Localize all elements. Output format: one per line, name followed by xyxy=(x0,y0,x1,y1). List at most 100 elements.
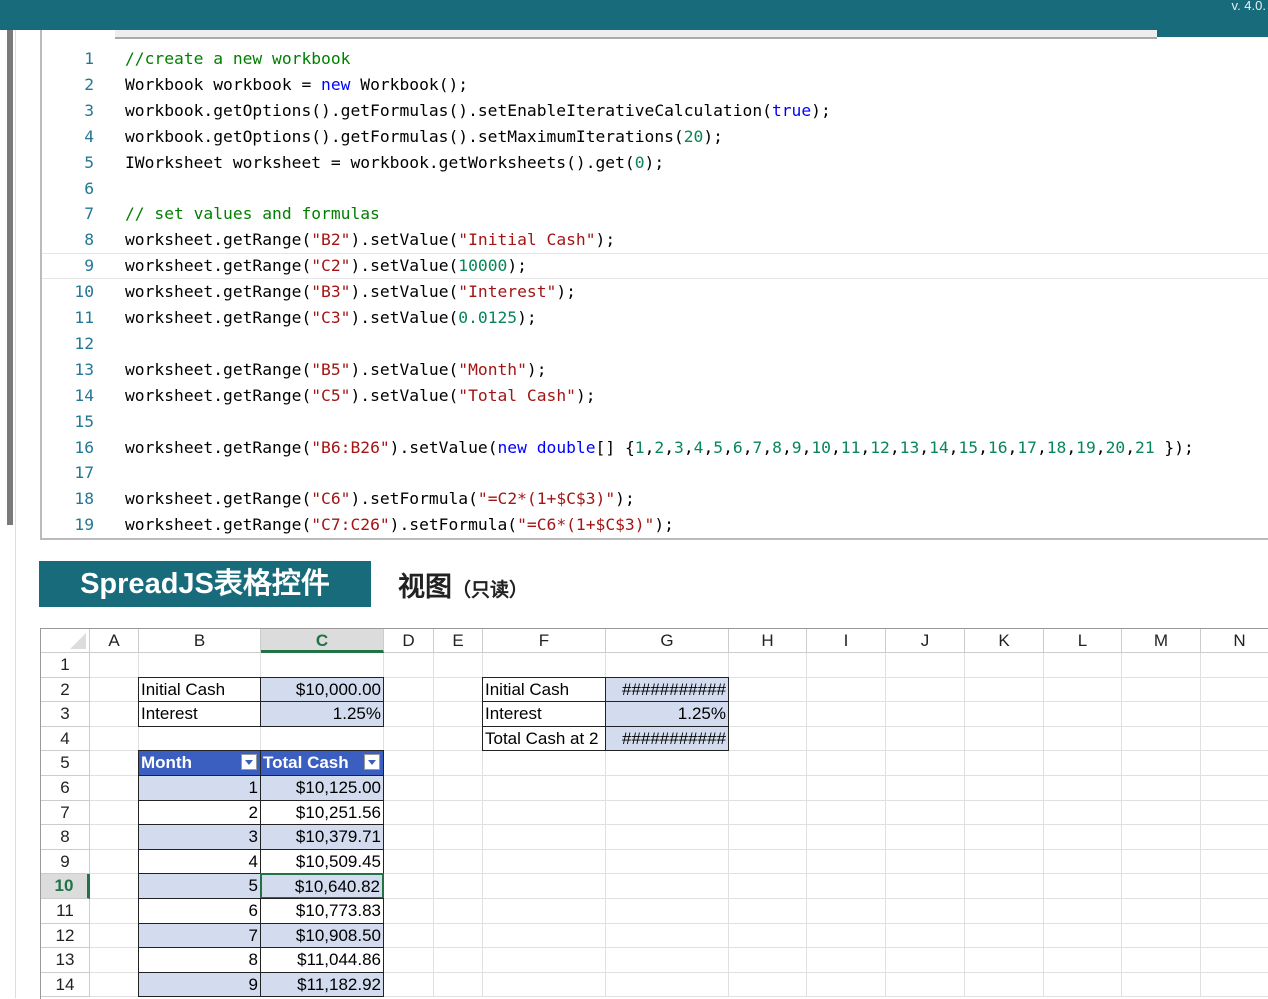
column-header[interactable]: K xyxy=(965,629,1044,653)
grid-cell[interactable] xyxy=(90,825,139,850)
grid-cell[interactable] xyxy=(807,825,886,850)
grid-cell[interactable] xyxy=(90,702,139,727)
grid-cell[interactable] xyxy=(1201,899,1268,924)
grid-cell[interactable] xyxy=(886,677,965,703)
grid-cell[interactable] xyxy=(965,948,1044,973)
grid-cell[interactable] xyxy=(1122,677,1201,703)
grid-cell[interactable] xyxy=(1122,923,1201,949)
grid-cell[interactable] xyxy=(965,726,1044,752)
grid-cell[interactable] xyxy=(1044,874,1122,899)
grid-cell[interactable] xyxy=(90,874,139,899)
grid-cell[interactable] xyxy=(729,825,807,850)
grid-cell[interactable] xyxy=(139,726,261,752)
grid-cell[interactable] xyxy=(886,849,965,875)
grid-cell[interactable] xyxy=(434,653,483,678)
page-scrollbar[interactable] xyxy=(7,30,13,525)
table-header-cell[interactable]: Month xyxy=(138,750,261,776)
grid-cell[interactable] xyxy=(90,972,139,998)
grid-cell[interactable] xyxy=(606,899,729,924)
grid-cell[interactable] xyxy=(729,948,807,973)
grid-cell[interactable] xyxy=(606,849,729,875)
code-line[interactable]: 3 workbook.getOptions().getFormulas().set… xyxy=(42,98,1268,124)
grid-cell[interactable] xyxy=(90,776,139,801)
grid-cell[interactable] xyxy=(729,726,807,752)
grid-cell[interactable] xyxy=(434,899,483,924)
grid-cell[interactable] xyxy=(965,776,1044,801)
grid-cell[interactable] xyxy=(886,948,965,973)
grid-cell[interactable] xyxy=(434,776,483,801)
grid-cell[interactable] xyxy=(886,899,965,924)
filter-dropdown-icon[interactable] xyxy=(241,754,257,771)
grid-cell[interactable] xyxy=(90,677,139,703)
grid-cell[interactable] xyxy=(1122,874,1201,899)
grid-cell[interactable] xyxy=(434,849,483,875)
row-header[interactable]: 10 xyxy=(41,874,90,899)
grid-cell[interactable] xyxy=(965,677,1044,703)
data-cell[interactable]: ########### xyxy=(605,676,729,703)
grid-cell[interactable] xyxy=(384,653,434,678)
grid-cell[interactable] xyxy=(90,948,139,973)
data-cell[interactable]: $10,908.50 xyxy=(260,922,384,949)
grid-cell[interactable] xyxy=(729,653,807,678)
data-cell[interactable]: 4 xyxy=(138,848,261,875)
grid-cell[interactable] xyxy=(1122,702,1201,727)
grid-cell[interactable] xyxy=(384,702,434,727)
grid-cell[interactable] xyxy=(483,800,606,826)
grid-cell[interactable] xyxy=(886,825,965,850)
grid-cell[interactable] xyxy=(434,972,483,998)
grid-cell[interactable] xyxy=(90,800,139,826)
column-header[interactable]: E xyxy=(434,629,483,653)
grid-cell[interactable] xyxy=(1044,849,1122,875)
grid-cell[interactable] xyxy=(886,923,965,949)
grid-cell[interactable] xyxy=(384,677,434,703)
grid-cell[interactable] xyxy=(1201,825,1268,850)
grid-cell[interactable] xyxy=(807,677,886,703)
data-cell[interactable]: 1 xyxy=(138,775,261,801)
grid-cell[interactable] xyxy=(965,874,1044,899)
grid-cell[interactable] xyxy=(606,972,729,998)
column-header[interactable]: A xyxy=(90,629,139,653)
grid-cell[interactable] xyxy=(965,702,1044,727)
grid-cell[interactable] xyxy=(434,726,483,752)
grid-cell[interactable] xyxy=(1044,825,1122,850)
grid-cell[interactable] xyxy=(483,653,606,678)
grid-cell[interactable] xyxy=(483,972,606,998)
grid-cell[interactable] xyxy=(434,923,483,949)
grid-cell[interactable] xyxy=(807,726,886,752)
data-cell[interactable]: $11,182.92 xyxy=(260,971,384,998)
grid-cell[interactable] xyxy=(483,948,606,973)
grid-cell[interactable] xyxy=(384,800,434,826)
grid-cell[interactable] xyxy=(729,776,807,801)
data-cell[interactable]: $10,000.00 xyxy=(260,676,384,703)
code-line[interactable]: 16 worksheet.getRange("B6:B26").setValue(… xyxy=(42,435,1268,461)
data-cell[interactable]: 1.25% xyxy=(605,701,729,727)
grid-cell[interactable] xyxy=(434,751,483,776)
code-line[interactable]: 14 worksheet.getRange("C5").setValue("Tot… xyxy=(42,383,1268,409)
data-cell[interactable]: $10,125.00 xyxy=(260,775,384,801)
data-cell[interactable]: 2 xyxy=(138,799,261,826)
grid-cell[interactable] xyxy=(384,849,434,875)
grid-cell[interactable] xyxy=(606,923,729,949)
row-header[interactable]: 5 xyxy=(41,751,90,776)
grid-cell[interactable] xyxy=(606,800,729,826)
grid-cell[interactable] xyxy=(434,702,483,727)
column-header[interactable]: F xyxy=(483,629,606,653)
code-line[interactable]: 10 worksheet.getRange("B3").setValue("Int… xyxy=(42,279,1268,305)
data-cell[interactable]: $11,044.86 xyxy=(260,947,384,973)
grid-cell[interactable] xyxy=(90,726,139,752)
data-cell[interactable]: Interest xyxy=(482,701,606,727)
data-cell[interactable]: 8 xyxy=(138,947,261,973)
grid-cell[interactable] xyxy=(1201,801,1268,826)
grid-cell[interactable] xyxy=(886,800,965,826)
grid-cell[interactable] xyxy=(434,948,483,973)
data-cell[interactable]: 5 xyxy=(138,873,261,899)
row-header[interactable]: 12 xyxy=(41,923,90,949)
data-cell[interactable]: Interest xyxy=(138,701,261,727)
code-line[interactable]: 12 xyxy=(42,331,1268,357)
grid-cell[interactable] xyxy=(1044,653,1122,678)
grid-cell[interactable] xyxy=(729,677,807,703)
grid-cell[interactable] xyxy=(729,849,807,875)
grid-cell[interactable] xyxy=(384,825,434,850)
grid-cell[interactable] xyxy=(1201,973,1268,998)
grid-cell[interactable] xyxy=(1044,751,1122,776)
